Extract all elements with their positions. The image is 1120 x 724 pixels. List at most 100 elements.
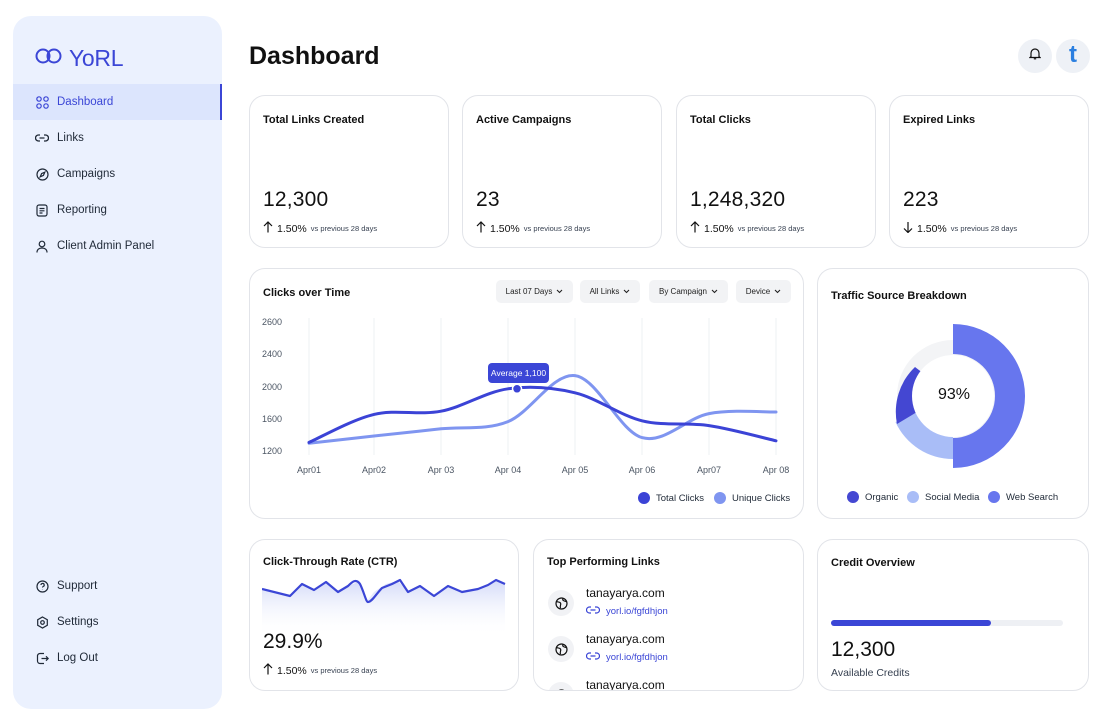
sidebar-item-log-out[interactable]: Log Out (13, 640, 222, 676)
sidebar-item-label: Settings (57, 616, 99, 628)
short-link-text: yorl.io/fgfdhjon (606, 606, 668, 617)
credit-title: Credit Overview (831, 557, 915, 569)
top-links-title: Top Performing Links (547, 556, 660, 568)
sidebar-item-label: Links (57, 132, 84, 144)
avatar-letter: t (1069, 40, 1077, 68)
legend-organic: Organic (847, 491, 898, 503)
x-tick-label: Apr07 (696, 465, 722, 475)
list-item[interactable]: tanayarya.com (548, 678, 665, 691)
stat-change-value: 1.50% (490, 222, 520, 235)
arrow-down-icon (903, 221, 913, 236)
legend-label: Total Clicks (656, 492, 705, 504)
sidebar: YoRL Dashboard Links Campaigns Reporting… (13, 16, 222, 709)
stat-card-expired-links: Expired Links 223 1.50% vs previous 28 d… (889, 95, 1089, 248)
ctr-title: Click-Through Rate (CTR) (263, 556, 398, 568)
legend-dot (714, 492, 726, 504)
x-tick-label: Apr01 (296, 465, 322, 475)
legend-dot (847, 491, 859, 503)
filter-label: By Campaign (658, 287, 708, 296)
sidebar-item-label: Campaigns (57, 168, 116, 180)
link-domain: tanayarya.com (586, 678, 665, 691)
sidebar-item-dashboard[interactable]: Dashboard (13, 84, 222, 120)
arrow-up-icon (476, 221, 486, 236)
logo[interactable]: YoRL (35, 45, 124, 72)
stat-change: 1.50% vs previous 28 days (263, 221, 377, 236)
ctr-card: Click-Through Rate (CTR) 29.9% 1.50% vs … (249, 539, 519, 691)
globe-icon (548, 636, 574, 662)
short-link-text: yorl.io/fgfdhjon (606, 652, 668, 663)
logo-text: YoRL (69, 45, 124, 71)
avatar[interactable]: t (1056, 39, 1090, 73)
y-tick-label: 2400 (262, 349, 283, 359)
bell-icon (1028, 47, 1042, 65)
sidebar-item-label: Dashboard (57, 96, 114, 108)
y-tick-label: 2600 (262, 317, 283, 327)
sidebar-item-links[interactable]: Links (13, 120, 222, 156)
stat-change: 1.50% vs previous 28 days (903, 221, 1017, 236)
chevron-down-icon (711, 287, 718, 296)
logout-icon (35, 651, 49, 665)
filter-label: All Links (589, 287, 620, 296)
sidebar-item-campaigns[interactable]: Campaigns (13, 156, 222, 192)
sidebar-item-client-admin-panel[interactable]: Client Admin Panel (13, 228, 222, 264)
ctr-sparkline (262, 578, 506, 636)
compass-icon (35, 167, 49, 181)
stat-card-total-links: Total Links Created 12,300 1.50% vs prev… (249, 95, 449, 248)
sidebar-item-reporting[interactable]: Reporting (13, 192, 222, 228)
ctr-change: 1.50% vs previous 28 days (263, 663, 377, 678)
legend-dot (638, 492, 650, 504)
average-tooltip: Average 1,100 (488, 363, 549, 383)
sidebar-item-label: Support (57, 580, 98, 592)
stat-change-suffix: vs previous 28 days (950, 224, 1018, 233)
sidebar-item-label: Client Admin Panel (57, 240, 155, 252)
short-link[interactable]: yorl.io/fgfdhjon (585, 605, 668, 618)
globe-icon (548, 682, 574, 690)
legend-label: Web Search (1006, 491, 1059, 503)
legend-total-clicks: Total Clicks (638, 492, 704, 504)
y-tick-label: 1600 (262, 414, 283, 424)
filter-campaign[interactable]: By Campaign (649, 280, 728, 303)
stat-change-value: 1.50% (704, 222, 734, 235)
list-item[interactable]: tanayarya.com yorl.io/fgfdhjon (548, 586, 668, 618)
legend-web-search: Web Search (988, 491, 1058, 503)
link-icon (585, 605, 601, 618)
filter-links[interactable]: All Links (580, 280, 640, 303)
sidebar-item-support[interactable]: Support (13, 568, 222, 604)
sidebar-item-settings[interactable]: Settings (13, 604, 222, 640)
x-tick-label: Apr 05 (561, 465, 589, 475)
stat-change-suffix: vs previous 28 days (310, 224, 378, 233)
segment-web-search (953, 324, 1026, 468)
link-domain: tanayarya.com (586, 586, 665, 600)
filter-label: Last 07 Days (505, 287, 553, 296)
traffic-center-label: 93% (937, 386, 971, 403)
stat-title: Total Clicks (690, 114, 751, 126)
filter-date-range[interactable]: Last 07 Days (496, 280, 573, 303)
clicks-over-time-card: Clicks over Time (249, 268, 804, 519)
chevron-down-icon (774, 287, 781, 296)
sidebar-item-label: Log Out (57, 652, 98, 664)
donut-hole (912, 355, 994, 437)
filter-device[interactable]: Device (736, 280, 791, 303)
legend-label: Social Media (925, 491, 980, 503)
credit-overview-card: Credit Overview 12,300 Available Credits (817, 539, 1089, 691)
gear-icon (35, 615, 49, 629)
short-link[interactable]: yorl.io/fgfdhjon (585, 651, 668, 664)
stat-change-value: 1.50% (277, 222, 307, 235)
user-icon (35, 239, 49, 253)
x-tick-label: Apr 08 (762, 465, 790, 475)
x-tick-label: Apr02 (361, 465, 387, 475)
notification-button[interactable] (1018, 39, 1052, 73)
y-tick-label: 2000 (262, 382, 283, 392)
arrow-up-icon (263, 221, 273, 236)
filter-label: Device (745, 287, 771, 296)
page-title: Dashboard (249, 42, 380, 70)
help-icon (35, 579, 49, 593)
globe-icon (548, 590, 574, 616)
stat-title: Expired Links (903, 114, 976, 126)
traffic-title: Traffic Source Breakdown (831, 290, 967, 302)
x-tick-label: Apr 03 (427, 465, 455, 475)
list-item[interactable]: tanayarya.com yorl.io/fgfdhjon (548, 632, 668, 664)
x-tick-label: Apr 04 (494, 465, 522, 475)
link-icon (35, 131, 49, 145)
arrow-up-icon (263, 663, 273, 678)
